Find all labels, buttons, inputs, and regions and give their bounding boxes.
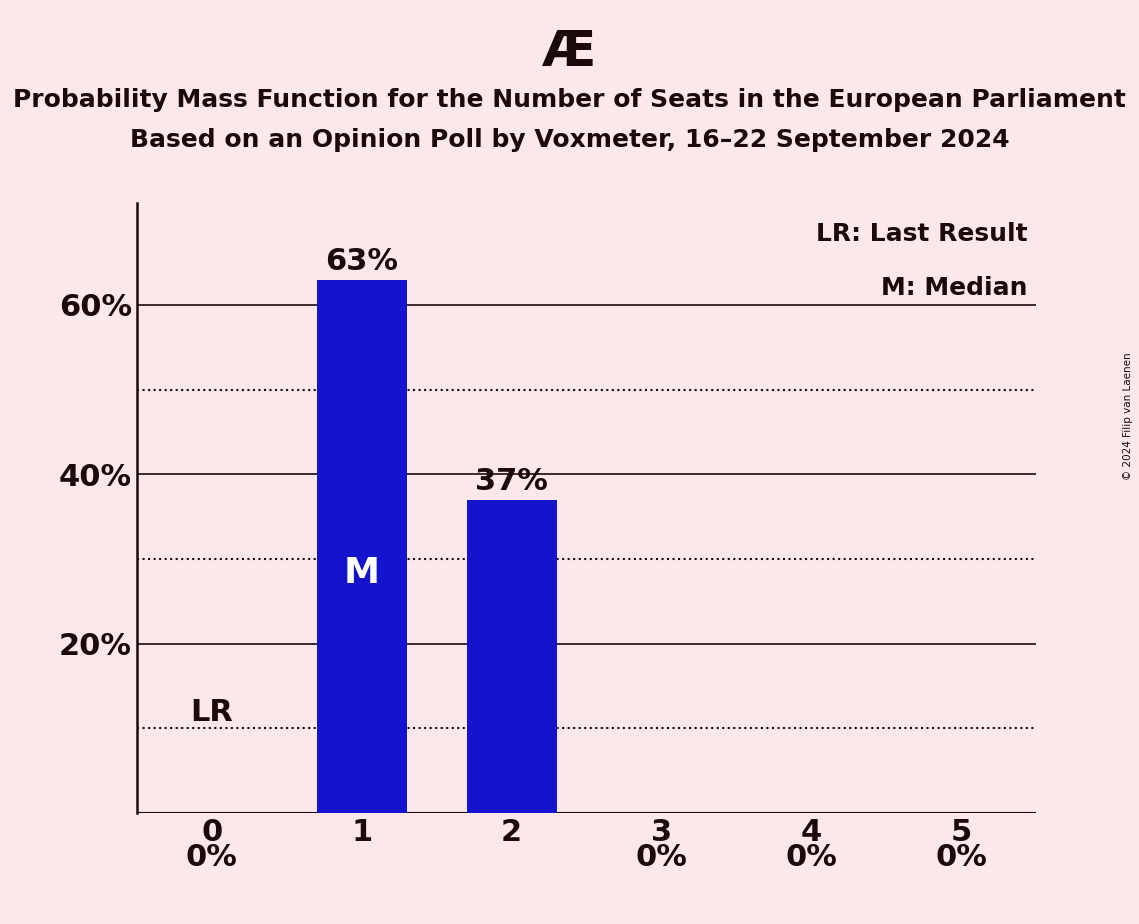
Text: M: Median: M: Median	[880, 276, 1027, 300]
Text: 0%: 0%	[935, 843, 988, 871]
Text: 0%: 0%	[636, 843, 688, 871]
Text: Based on an Opinion Poll by Voxmeter, 16–22 September 2024: Based on an Opinion Poll by Voxmeter, 16…	[130, 128, 1009, 152]
Bar	[317, 279, 407, 813]
Bar	[467, 500, 557, 813]
Text: © 2024 Filip van Laenen: © 2024 Filip van Laenen	[1123, 352, 1133, 480]
Text: LR: LR	[190, 698, 233, 726]
Text: M: M	[344, 556, 379, 590]
Text: Probability Mass Function for the Number of Seats in the European Parliament: Probability Mass Function for the Number…	[13, 88, 1126, 112]
Text: 63%: 63%	[325, 247, 399, 276]
Text: 0%: 0%	[786, 843, 837, 871]
Text: 37%: 37%	[475, 468, 548, 496]
Text: Æ: Æ	[542, 28, 597, 76]
Text: 0%: 0%	[186, 843, 238, 871]
Text: LR: Last Result: LR: Last Result	[816, 222, 1027, 246]
